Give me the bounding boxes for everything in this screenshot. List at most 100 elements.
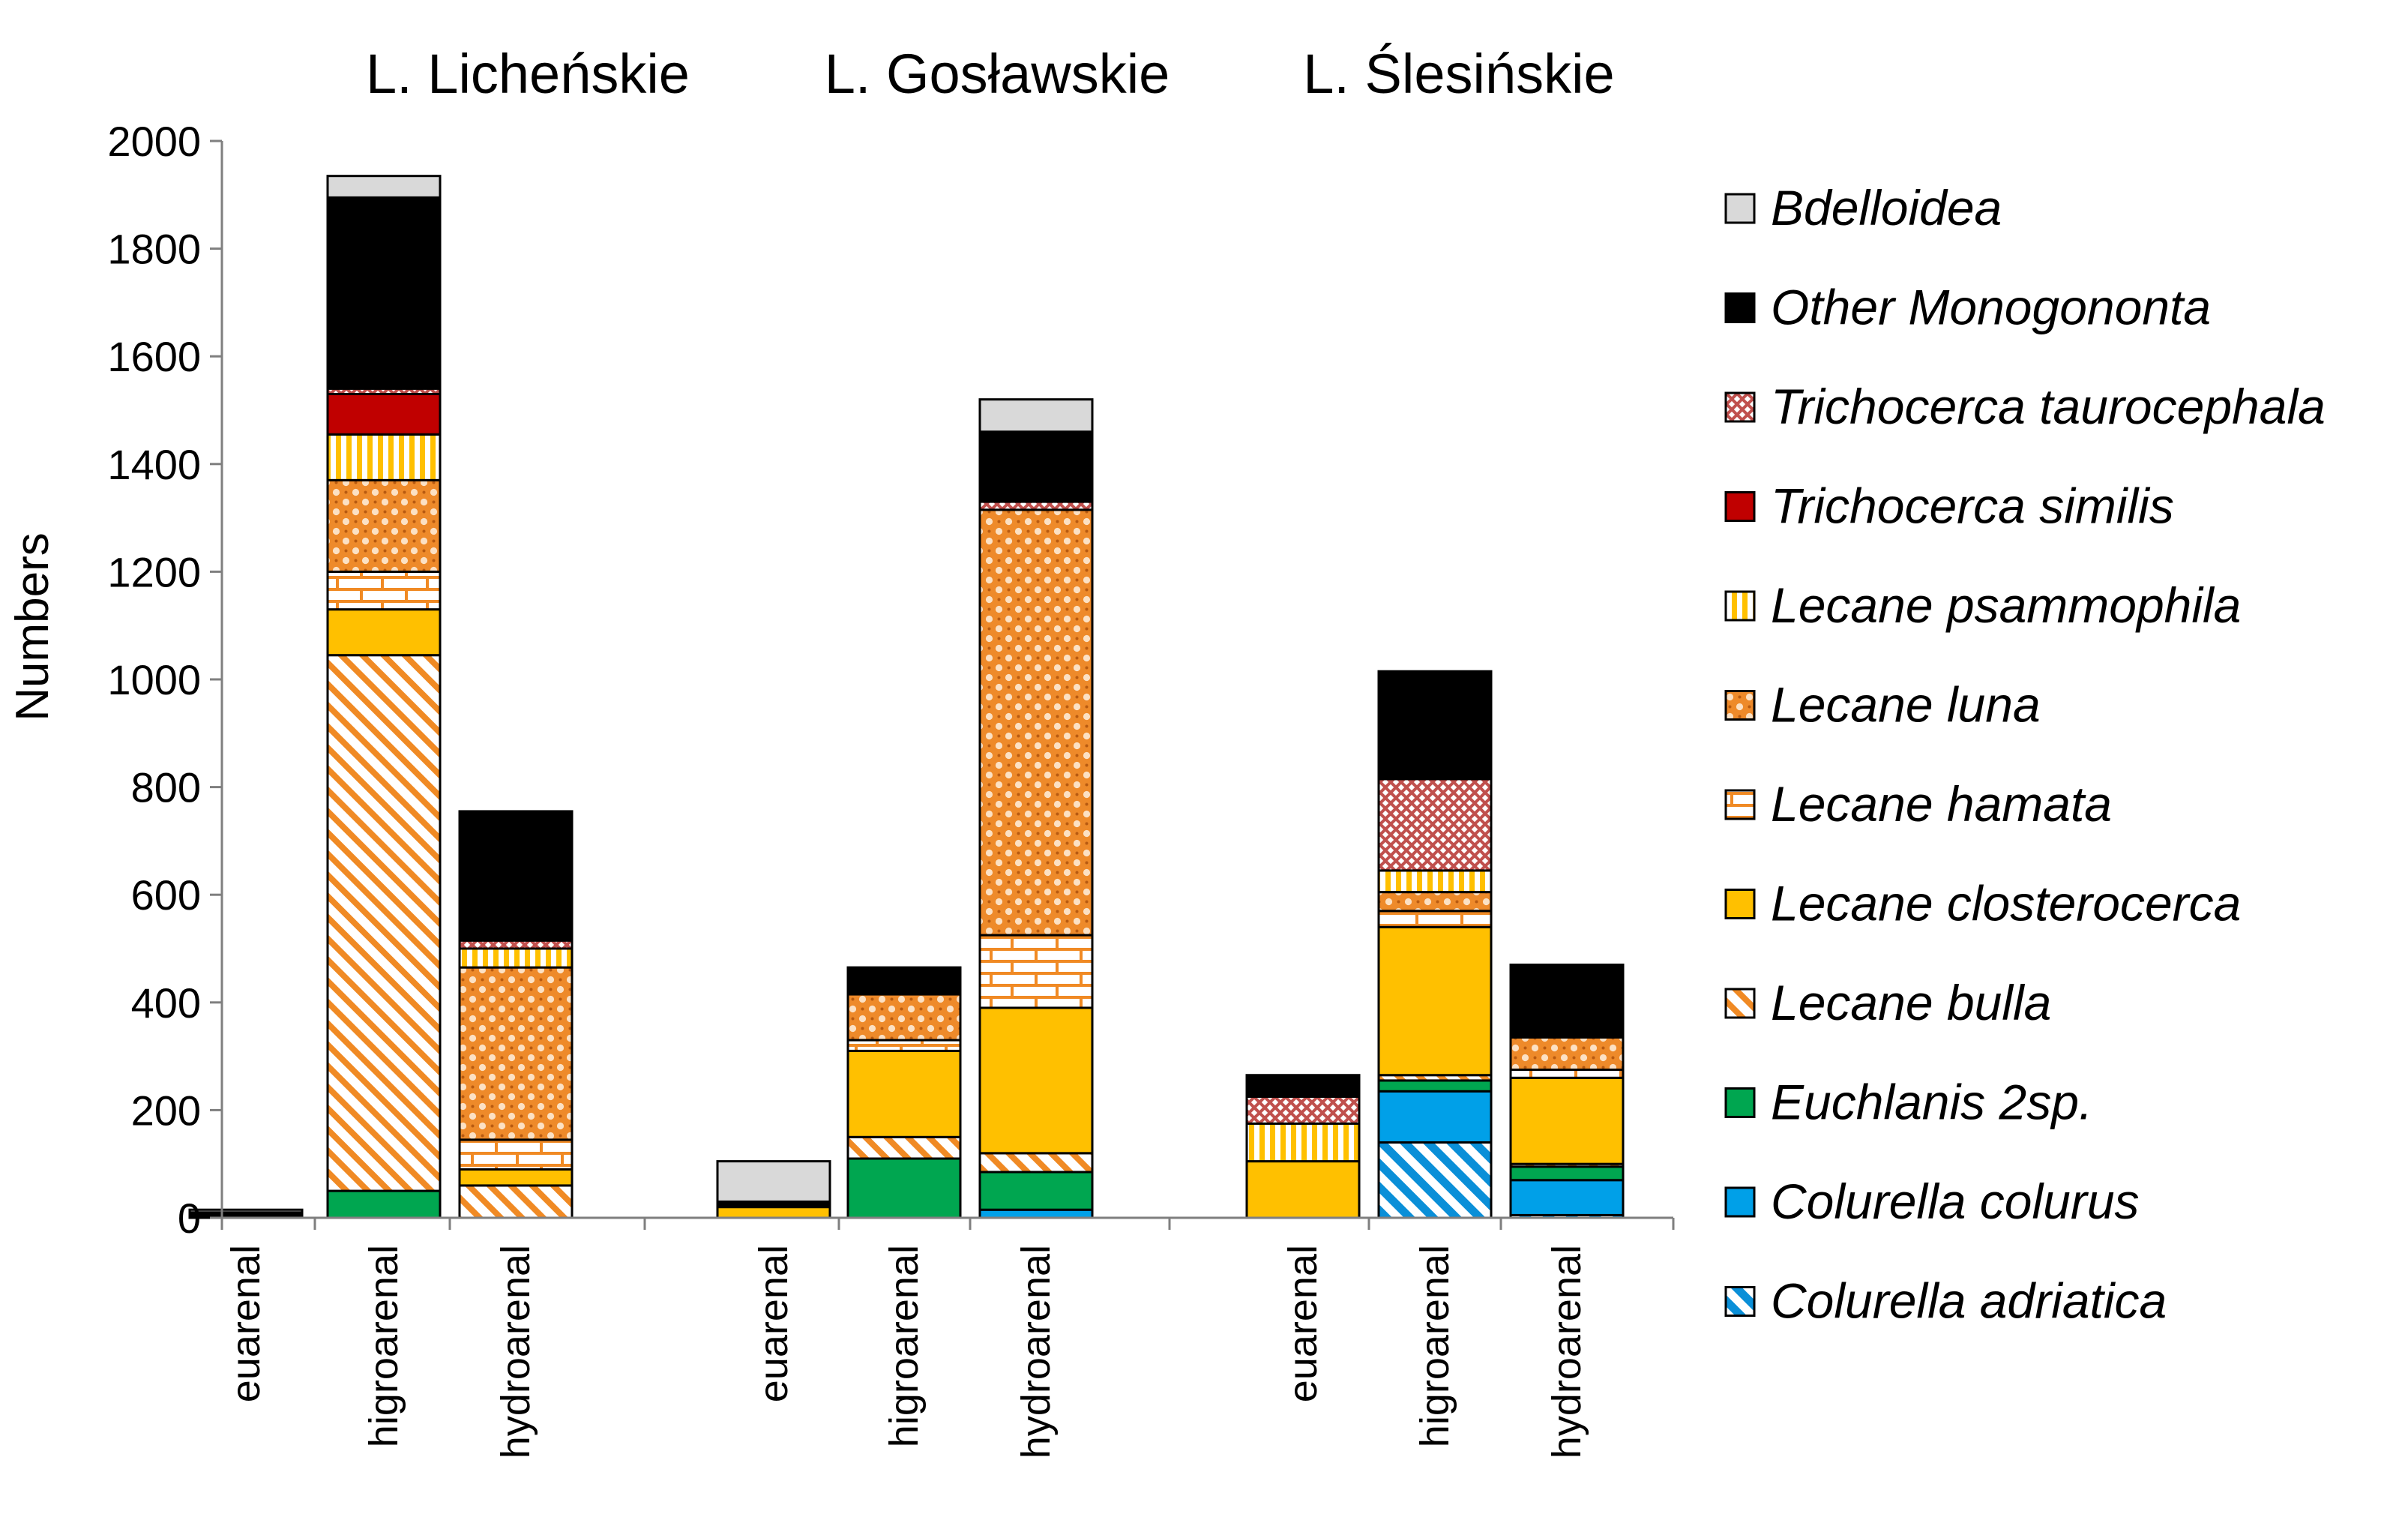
bar-segment-l-gos-awskie-euarenal-lecane-closterocerca bbox=[716, 1206, 831, 1219]
y-tick-label-1800: 1800 bbox=[107, 226, 201, 273]
legend-label-lecane-bulla: Lecane bulla bbox=[1771, 975, 2051, 1030]
bar-segment-l-slesinskie-higroarenal-lecane-luna bbox=[1377, 891, 1493, 913]
bar-segment-l-lichenskie-higroarenal-lecane-psammophila bbox=[326, 433, 442, 481]
legend-label-trichocerca-taurocephala: Trichocerca taurocephala bbox=[1771, 379, 2326, 434]
bar-segment-l-gos-awskie-higroarenal-lecane-closterocerca bbox=[846, 1049, 962, 1138]
bar-segment-l-slesinskie-higroarenal-lecane-hamata bbox=[1377, 910, 1493, 928]
legend-swatch-other-monogononta bbox=[1724, 292, 1756, 323]
y-tick-label-1400: 1400 bbox=[107, 441, 201, 488]
bar-segment-l-gos-awskie-hydroarenal-colurella-colurus bbox=[978, 1208, 1094, 1219]
bar-segment-l-gos-awskie-hydroarenal-lecane-bulla bbox=[978, 1152, 1094, 1174]
bar-segment-l-lichenskie-higroarenal-lecane-hamata bbox=[326, 570, 442, 611]
legend-swatch-bdelloidea bbox=[1724, 193, 1756, 224]
y-tick-label-400: 400 bbox=[131, 979, 201, 1027]
y-axis-label: Numbers bbox=[7, 532, 58, 721]
bar-segment-l-slesinskie-higroarenal-lecane-closterocerca bbox=[1377, 925, 1493, 1077]
y-tick-label-0: 0 bbox=[178, 1195, 201, 1242]
x-tick-label-l-lichenskie-higroarenal: higroarenal bbox=[361, 1245, 406, 1447]
bar-segment-l-gos-awskie-euarenal-bdelloidea bbox=[716, 1160, 831, 1203]
bar-segment-l-lichenskie-higroarenal-lecane-bulla bbox=[326, 654, 442, 1192]
legend: Bdelloidea Other Monogononta Trichocerca t… bbox=[1724, 180, 2326, 1329]
x-tick-label-l-slesinskie-hydroarenal: hydroarenal bbox=[1544, 1245, 1589, 1459]
legend-label-trichocerca-similis: Trichocerca similis bbox=[1771, 478, 2174, 534]
legend-label-colurella-adriatica: Colurella adriatica bbox=[1771, 1273, 2167, 1329]
bar-segment-l-slesinskie-hydroarenal-lecane-hamata bbox=[1509, 1069, 1625, 1079]
bar-segment-l-lichenskie-euarenal-bdelloidea bbox=[188, 1208, 304, 1214]
bar-segment-l-gos-awskie-higroarenal-euchlanis-2sp bbox=[846, 1157, 962, 1219]
plot-area bbox=[188, 175, 1625, 1219]
legend-label-other-monogononta: Other Monogononta bbox=[1771, 280, 2211, 335]
y-tick-label-1200: 1200 bbox=[107, 548, 201, 595]
group-title-l-slesinskie: L. Ślesińskie bbox=[1303, 43, 1614, 105]
bar-segment-l-lichenskie-hydroarenal-trichocerca-taurocephala bbox=[458, 939, 574, 950]
y-tick-label-200: 200 bbox=[131, 1087, 201, 1134]
bar-segment-l-slesinskie-higroarenal-colurella-colurus bbox=[1377, 1090, 1493, 1144]
axes: 0 200 400 600 800 1000 1200 1400 1600 1800 2000 bbox=[107, 118, 1675, 1242]
legend-swatch-colurella-colurus bbox=[1724, 1186, 1756, 1218]
bar-segment-l-lichenskie-higroarenal-trichocerca-similis bbox=[326, 392, 442, 436]
legend-swatch-trichocerca-taurocephala bbox=[1724, 391, 1756, 423]
bar-segment-l-gos-awskie-hydroarenal-lecane-closterocerca bbox=[978, 1006, 1094, 1155]
x-tick-label-l-gos-awskie-hydroarenal: hydroarenal bbox=[1014, 1245, 1059, 1459]
x-tick-label-l-gos-awskie-higroarenal: higroarenal bbox=[882, 1245, 927, 1447]
bar-segment-l-slesinskie-hydroarenal-euchlanis-2sp bbox=[1509, 1165, 1625, 1182]
bar-segment-l-slesinskie-hydroarenal-colurella-colurus bbox=[1509, 1179, 1625, 1216]
x-tick-label-l-slesinskie-higroarenal: higroarenal bbox=[1412, 1245, 1457, 1447]
legend-label-bdelloidea: Bdelloidea bbox=[1771, 180, 2002, 235]
bar-segment-l-slesinskie-euarenal-lecane-closterocerca bbox=[1245, 1160, 1361, 1219]
bar-segment-l-slesinskie-higroarenal-lecane-psammophila bbox=[1377, 869, 1493, 894]
legend-swatch-lecane-bulla bbox=[1724, 988, 1756, 1019]
bar-segment-l-slesinskie-higroarenal-trichocerca-taurocephala bbox=[1377, 778, 1493, 872]
bar-segment-l-lichenskie-higroarenal-bdelloidea bbox=[326, 175, 442, 199]
bar-segment-l-slesinskie-higroarenal-colurella-adriatica bbox=[1377, 1141, 1493, 1219]
labels: Numbers euarenal higroarenal hydroarenal eua… bbox=[7, 43, 1615, 1459]
bar-segment-l-gos-awskie-hydroarenal-other-monogononta bbox=[978, 430, 1094, 503]
legend-swatch-trichocerca-similis bbox=[1724, 491, 1756, 522]
bar-segment-l-slesinskie-euarenal-lecane-psammophila bbox=[1245, 1122, 1361, 1163]
bar-segment-l-gos-awskie-higroarenal-lecane-luna bbox=[846, 993, 962, 1042]
legend-swatch-lecane-luna bbox=[1724, 690, 1756, 721]
bar-segment-l-slesinskie-higroarenal-other-monogononta bbox=[1377, 670, 1493, 781]
bar-segment-l-lichenskie-hydroarenal-lecane-closterocerca bbox=[458, 1168, 574, 1187]
group-title-l-gos-awskie: L. Gosławskie bbox=[825, 43, 1170, 105]
x-tick-label-l-lichenskie-euarenal: euarenal bbox=[223, 1245, 268, 1402]
y-tick-label-800: 800 bbox=[131, 764, 201, 811]
legend-label-lecane-hamata: Lecane hamata bbox=[1771, 776, 2112, 832]
y-tick-label-1600: 1600 bbox=[107, 333, 201, 380]
x-tick-label-l-lichenskie-hydroarenal: hydroarenal bbox=[493, 1245, 538, 1459]
legend-swatch-lecane-closterocerca bbox=[1724, 889, 1756, 919]
bar-segment-l-gos-awskie-hydroarenal-bdelloidea bbox=[978, 398, 1094, 433]
bar-segment-l-lichenskie-higroarenal-euchlanis-2sp bbox=[326, 1189, 442, 1219]
bar-segment-l-lichenskie-hydroarenal-lecane-luna bbox=[458, 966, 574, 1141]
bar-segment-l-gos-awskie-hydroarenal-lecane-luna bbox=[978, 508, 1094, 937]
legend-label-euchlanis-2sp: Euchlanis 2sp. bbox=[1771, 1075, 2092, 1130]
legend-swatch-euchlanis-2sp bbox=[1724, 1087, 1756, 1118]
bar-segment-l-lichenskie-higroarenal-lecane-luna bbox=[326, 478, 442, 573]
bar-segment-l-gos-awskie-higroarenal-other-monogononta bbox=[846, 966, 962, 996]
bar-segment-l-gos-awskie-higroarenal-lecane-bulla bbox=[846, 1135, 962, 1160]
legend-label-lecane-luna: Lecane luna bbox=[1771, 677, 2041, 733]
legend-label-lecane-closterocerca: Lecane closterocerca bbox=[1771, 876, 2241, 931]
group-title-l-lichenskie: L. Licheńskie bbox=[366, 43, 690, 105]
legend-label-colurella-colurus: Colurella colurus bbox=[1771, 1174, 2140, 1229]
bar-segment-l-gos-awskie-hydroarenal-euchlanis-2sp bbox=[978, 1171, 1094, 1211]
y-tick-label-1000: 1000 bbox=[107, 656, 201, 703]
bar-segment-l-lichenskie-hydroarenal-lecane-hamata bbox=[458, 1138, 574, 1171]
bar-segment-l-lichenskie-higroarenal-lecane-closterocerca bbox=[326, 608, 442, 657]
y-tick-label-2000: 2000 bbox=[107, 118, 201, 165]
bar-segment-l-lichenskie-hydroarenal-other-monogononta bbox=[458, 810, 574, 942]
legend-swatch-lecane-psammophila bbox=[1724, 590, 1756, 622]
x-tick-label-l-gos-awskie-euarenal: euarenal bbox=[751, 1245, 796, 1402]
y-tick-label-600: 600 bbox=[131, 871, 201, 919]
bar-segment-l-slesinskie-higroarenal-euchlanis-2sp bbox=[1377, 1079, 1493, 1093]
legend-swatch-lecane-hamata bbox=[1724, 789, 1756, 820]
bar-segment-l-slesinskie-hydroarenal-lecane-closterocerca bbox=[1509, 1076, 1625, 1165]
bar-segment-l-gos-awskie-hydroarenal-trichocerca-taurocephala bbox=[978, 500, 1094, 511]
bar-segment-l-gos-awskie-hydroarenal-lecane-hamata bbox=[978, 934, 1094, 1009]
legend-swatch-colurella-adriatica bbox=[1724, 1286, 1756, 1317]
bar-segment-l-slesinskie-hydroarenal-other-monogononta bbox=[1509, 964, 1625, 1039]
bar-segment-l-lichenskie-hydroarenal-lecane-psammophila bbox=[458, 947, 574, 969]
bar-segment-l-lichenskie-hydroarenal-lecane-bulla bbox=[458, 1184, 574, 1219]
